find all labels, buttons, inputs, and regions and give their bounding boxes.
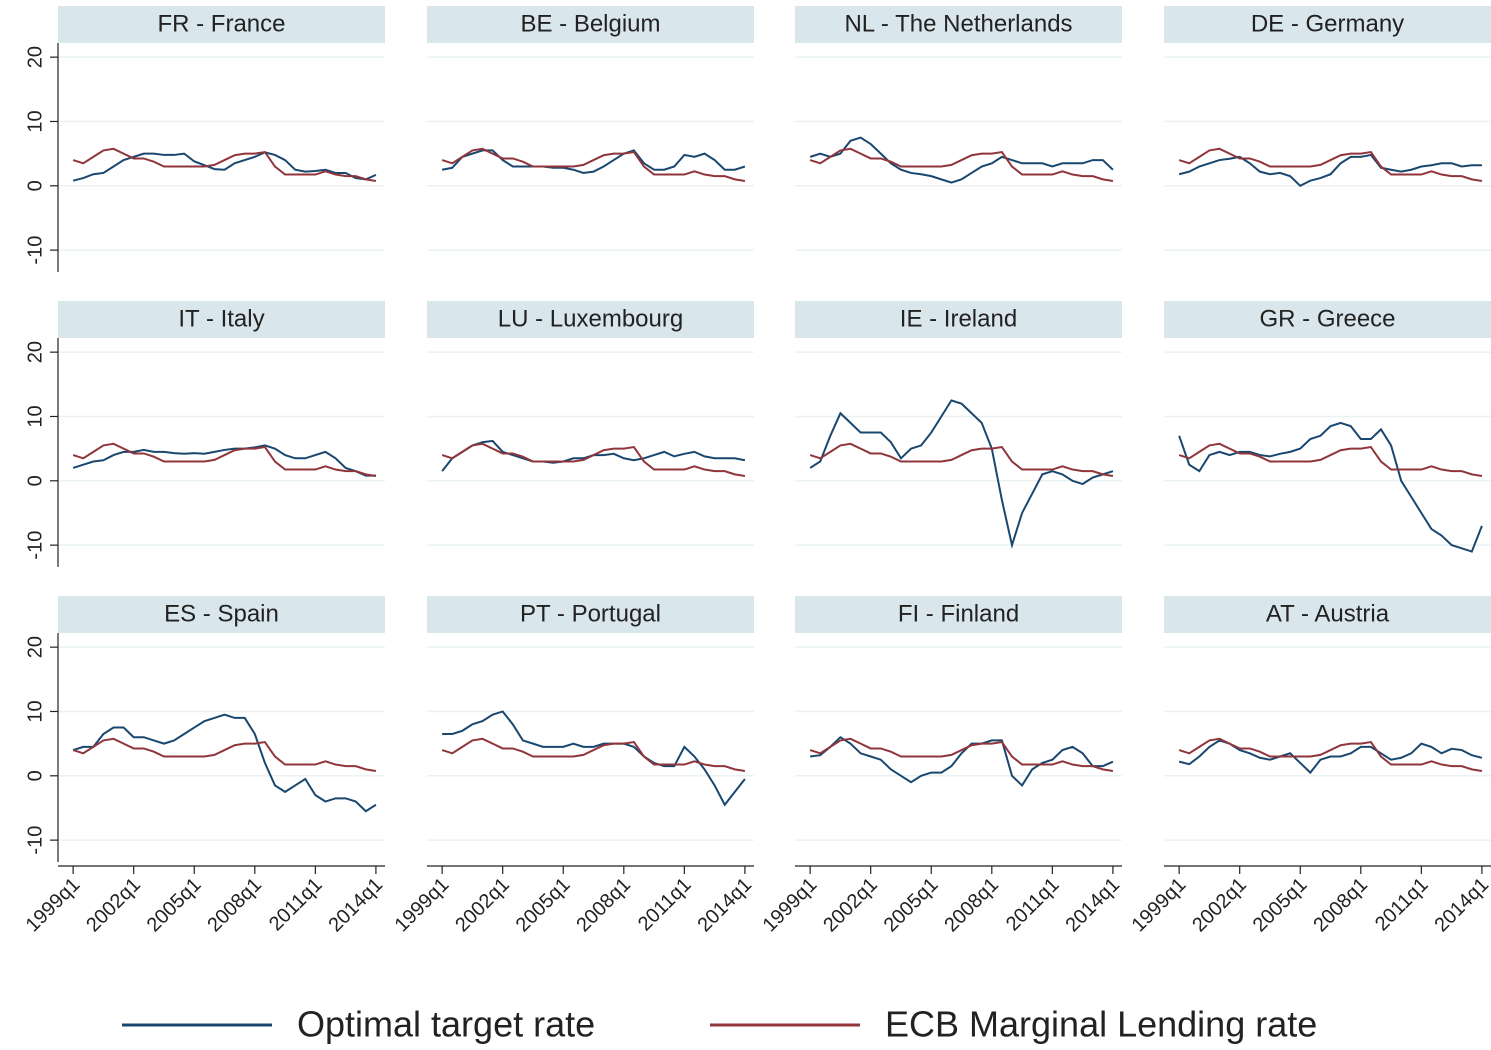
x-tick-label: 1999q1 xyxy=(391,874,454,937)
series-line xyxy=(1178,737,1483,772)
x-tick-label: 2002q1 xyxy=(451,874,514,937)
series-line xyxy=(1178,421,1483,553)
series-line xyxy=(1178,147,1483,182)
x-tick-label: 1999q1 xyxy=(22,874,85,937)
x-tick-label: 2008q1 xyxy=(1309,874,1372,937)
y-tick-label: 20 xyxy=(24,341,46,363)
panel-title: FR - France xyxy=(157,10,285,37)
series-line xyxy=(809,136,1114,184)
series-line xyxy=(72,713,377,813)
panel-header xyxy=(427,596,754,633)
x-tick-label: 2008q1 xyxy=(572,874,635,937)
y-tick-label: 0 xyxy=(24,475,46,486)
x-tick-label: 2011q1 xyxy=(265,874,327,936)
x-tick-label: 2011q1 xyxy=(634,874,696,936)
series-line xyxy=(809,442,1114,477)
panel-header xyxy=(1164,301,1491,338)
y-tick-label: -10 xyxy=(24,826,46,855)
legend-label: Optimal target rate xyxy=(297,1004,595,1045)
series-line xyxy=(72,147,377,182)
y-tick-label: 10 xyxy=(24,700,46,722)
x-tick-label: 2014q1 xyxy=(1061,874,1124,937)
x-tick-label: 2002q1 xyxy=(819,874,882,937)
y-tick-label: 20 xyxy=(24,46,46,68)
y-tick-label: -10 xyxy=(24,236,46,265)
series-line xyxy=(809,737,1114,772)
panel-title: FI - Finland xyxy=(898,600,1019,627)
series-line xyxy=(441,147,746,182)
panel-header xyxy=(427,6,754,43)
panel-title: PT - Portugal xyxy=(520,600,661,627)
series-line xyxy=(1178,739,1483,775)
x-tick-label: 2008q1 xyxy=(203,874,266,937)
x-tick-label: 2011q1 xyxy=(1002,874,1064,936)
panel-title: LU - Luxembourg xyxy=(498,305,683,332)
panel-header xyxy=(795,301,1122,338)
x-tick-label: 2002q1 xyxy=(1188,874,1251,937)
x-tick-label: 2005q1 xyxy=(512,874,575,937)
series-line xyxy=(809,399,1114,549)
series-line xyxy=(441,442,746,477)
y-tick-label: 10 xyxy=(24,405,46,427)
x-tick-label: 2014q1 xyxy=(324,874,387,937)
panel-title: IT - Italy xyxy=(178,305,264,332)
x-tick-label: 2002q1 xyxy=(82,874,145,937)
x-tick-label: 2014q1 xyxy=(1430,874,1491,937)
series-line xyxy=(1178,442,1483,477)
series-line xyxy=(810,735,1114,788)
series-line xyxy=(72,737,377,772)
panel-title: IE - Ireland xyxy=(900,305,1017,332)
x-tick-label: 2005q1 xyxy=(1249,874,1312,937)
series-line xyxy=(442,710,746,807)
panel-title: GR - Greece xyxy=(1259,305,1395,332)
panel-title: AT - Austria xyxy=(1266,600,1390,627)
series-line xyxy=(809,147,1114,182)
y-tick-label: 0 xyxy=(24,180,46,191)
x-tick-label: 2008q1 xyxy=(940,874,1003,937)
x-tick-label: 2011q1 xyxy=(1371,874,1433,936)
series-line xyxy=(441,737,746,772)
series-line xyxy=(72,442,377,477)
panel-title: DE - Germany xyxy=(1251,10,1404,37)
panel-header xyxy=(58,6,385,43)
x-tick-label: 2005q1 xyxy=(880,874,943,937)
panel-header xyxy=(795,6,1122,43)
panel-title: ES - Spain xyxy=(164,600,279,627)
x-tick-label: 2005q1 xyxy=(143,874,206,937)
panel-header xyxy=(58,301,385,338)
legend-label: ECB Marginal Lending rate xyxy=(885,1004,1317,1045)
series-line xyxy=(72,444,376,477)
y-tick-label: 0 xyxy=(24,770,46,781)
y-tick-label: 10 xyxy=(24,110,46,132)
series-line xyxy=(72,151,377,182)
panel-header xyxy=(1164,6,1491,43)
panel-header xyxy=(58,596,385,633)
series-line xyxy=(1178,153,1482,188)
panel-title: BE - Belgium xyxy=(520,10,660,37)
panel-title: NL - The Netherlands xyxy=(844,10,1072,37)
y-tick-label: -10 xyxy=(24,531,46,560)
x-tick-label: 1999q1 xyxy=(1128,874,1191,937)
x-tick-label: 1999q1 xyxy=(759,874,822,937)
y-tick-label: 20 xyxy=(24,636,46,658)
panel-header xyxy=(795,596,1122,633)
series-line xyxy=(441,149,746,174)
x-tick-label: 2014q1 xyxy=(693,874,756,937)
panel-header xyxy=(427,301,754,338)
panel-header xyxy=(1164,596,1491,633)
